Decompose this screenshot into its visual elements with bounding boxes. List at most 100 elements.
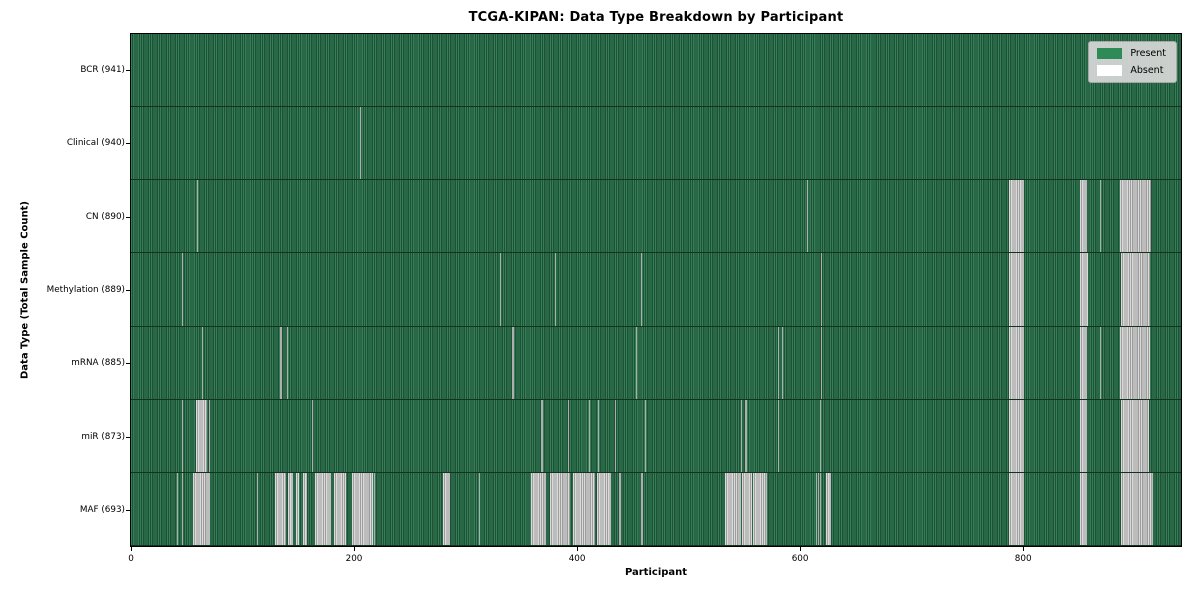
- absent-stripe: [1100, 180, 1102, 253]
- legend-item-absent: Absent: [1097, 65, 1166, 76]
- y-tick-label: CN (890): [85, 212, 125, 222]
- absent-stripe: [1008, 180, 1025, 253]
- absent-stripe: [572, 472, 595, 545]
- absent-stripe: [820, 399, 822, 472]
- absent-stripe: [209, 399, 211, 472]
- absent-stripe: [821, 326, 823, 399]
- legend-swatch-present: [1097, 48, 1123, 59]
- absent-stripe: [1121, 253, 1151, 326]
- absent-stripe: [554, 253, 556, 326]
- absent-stripe: [182, 253, 184, 326]
- absent-stripe: [1121, 399, 1150, 472]
- heatmap-row-mrna: [131, 326, 1181, 400]
- absent-stripe: [815, 472, 817, 545]
- legend-label: Absent: [1130, 65, 1164, 76]
- absent-stripe: [512, 326, 514, 399]
- absent-stripe: [196, 180, 198, 253]
- absent-stripe: [1080, 399, 1087, 472]
- absent-stripe: [821, 253, 823, 326]
- absent-stripe: [777, 399, 779, 472]
- absent-stripe: [782, 326, 784, 399]
- absent-stripe: [741, 399, 743, 472]
- absent-stripe: [568, 399, 570, 472]
- absent-stripe: [1080, 472, 1087, 545]
- absent-stripe: [619, 472, 621, 545]
- heatmap-row-cn: [131, 180, 1181, 254]
- y-tick-mark: [126, 143, 130, 144]
- y-tick-mark: [126, 510, 130, 511]
- absent-stripe: [745, 399, 747, 472]
- x-tick-mark: [131, 547, 132, 551]
- legend-item-present: Present: [1097, 48, 1166, 59]
- chart-title: TCGA-KIPAN: Data Type Breakdown by Parti…: [468, 10, 844, 25]
- absent-stripe: [280, 326, 282, 399]
- absent-stripe: [443, 472, 450, 545]
- absent-stripe: [500, 253, 502, 326]
- absent-stripe: [195, 399, 207, 472]
- absent-stripe: [333, 472, 347, 545]
- absent-stripe: [193, 472, 211, 545]
- x-tick-mark: [1023, 547, 1025, 551]
- absent-stripe: [742, 472, 753, 545]
- y-tick-label: MAF (693): [79, 505, 125, 515]
- y-tick-label: Clinical (940): [66, 138, 125, 148]
- absent-stripe: [636, 326, 638, 399]
- y-tick-label: BCR (941): [80, 65, 125, 75]
- absent-stripe: [182, 399, 184, 472]
- absent-stripe: [1008, 253, 1025, 326]
- absent-stripe: [777, 326, 779, 399]
- absent-stripe: [645, 399, 647, 472]
- y-tick-mark: [126, 217, 130, 218]
- absent-stripe: [531, 472, 546, 545]
- heatmap-row-bcr: [131, 34, 1181, 108]
- absent-stripe: [315, 472, 331, 545]
- x-tick-mark: [577, 547, 579, 551]
- absent-stripe: [806, 180, 808, 253]
- absent-stripe: [640, 472, 643, 545]
- absent-stripe: [725, 472, 742, 545]
- absent-stripe: [1080, 253, 1088, 326]
- absent-stripe: [478, 472, 481, 545]
- legend-swatch-absent: [1097, 65, 1123, 76]
- x-axis-title: Participant: [624, 567, 688, 578]
- plot-area: Present Absent: [130, 33, 1182, 547]
- absent-stripe: [1008, 399, 1025, 472]
- heatmap-row-clinical: [131, 107, 1181, 181]
- absent-stripe: [820, 472, 822, 545]
- absent-stripe: [1100, 326, 1102, 399]
- absent-stripe: [202, 326, 204, 399]
- x-tick-label: 200: [345, 554, 363, 564]
- legend: Present Absent: [1088, 41, 1177, 83]
- absent-stripe: [274, 472, 286, 545]
- absent-stripe: [1080, 326, 1087, 399]
- absent-stripe: [257, 472, 259, 545]
- absent-stripe: [550, 472, 571, 545]
- x-tick-mark: [800, 547, 802, 551]
- legend-label: Present: [1130, 48, 1166, 59]
- y-tick-label: miR (873): [81, 432, 125, 442]
- y-tick-mark: [126, 363, 130, 364]
- absent-stripe: [374, 472, 376, 545]
- y-tick-label: Methylation (889): [46, 285, 125, 295]
- y-tick-mark: [126, 437, 130, 438]
- absent-stripe: [288, 472, 293, 545]
- absent-stripe: [351, 472, 373, 545]
- absent-stripe: [182, 472, 184, 545]
- absent-stripe: [640, 253, 642, 326]
- x-tick-label: 600: [791, 554, 809, 564]
- heatmap-row-maf: [131, 472, 1181, 546]
- absent-stripe: [1080, 180, 1087, 253]
- absent-stripe: [817, 472, 820, 545]
- absent-stripe: [598, 399, 600, 472]
- heatmap-row-mir: [131, 399, 1181, 473]
- absent-stripe: [1120, 326, 1151, 399]
- y-tick-mark: [126, 290, 130, 291]
- x-tick-label: 400: [568, 554, 586, 564]
- heatmap-row-methylation: [131, 253, 1181, 327]
- absent-stripe: [302, 472, 308, 545]
- x-tick-mark: [354, 547, 355, 551]
- absent-stripe: [287, 326, 289, 399]
- absent-stripe: [615, 399, 617, 472]
- absent-stripe: [311, 399, 313, 472]
